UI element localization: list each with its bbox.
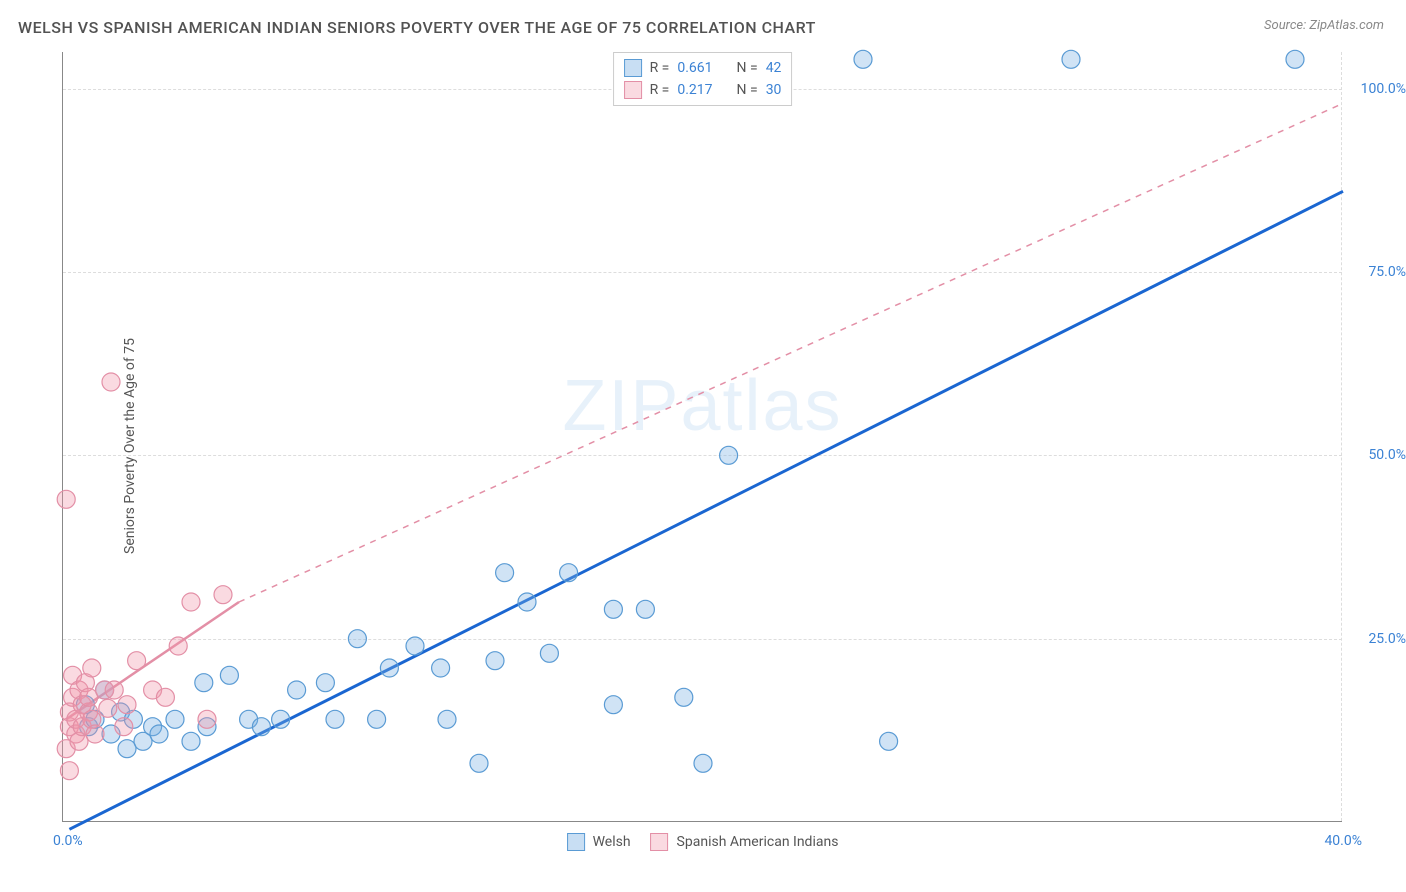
n-label: N = — [737, 60, 758, 76]
data-point — [316, 674, 334, 692]
y-tick-label: 75.0% — [1368, 264, 1406, 280]
data-point — [560, 564, 578, 582]
data-point — [214, 586, 232, 604]
r-value: 0.217 — [677, 82, 712, 98]
legend-stats-row-spanish: R = 0.217 N = 30 — [624, 79, 782, 101]
data-point — [150, 725, 168, 743]
data-point — [368, 710, 386, 728]
data-point — [470, 754, 488, 772]
data-point — [156, 688, 174, 706]
data-point — [694, 754, 712, 772]
source-attribution: Source: ZipAtlas.com — [1264, 18, 1384, 33]
y-tick-label: 100.0% — [1361, 81, 1406, 97]
trendline-dash-spanish-american-indians — [239, 103, 1343, 602]
data-point — [182, 593, 200, 611]
x-tick-max: 40.0% — [1324, 833, 1362, 849]
plot-area: ZIPatlas R = 0.661 N = 42 R = 0.217 N = … — [62, 52, 1342, 822]
legend-stats-row-welsh: R = 0.661 N = 42 — [624, 57, 782, 79]
legend-series: Welsh Spanish American Indians — [567, 833, 839, 851]
data-point — [1286, 50, 1304, 68]
data-point — [636, 600, 654, 618]
n-label: N = — [737, 82, 758, 98]
r-label: R = — [650, 82, 670, 98]
legend-item-welsh: Welsh — [567, 833, 631, 851]
data-point — [348, 630, 366, 648]
data-point — [57, 490, 75, 508]
data-point — [406, 637, 424, 655]
swatch-pink — [624, 81, 642, 99]
data-point — [272, 710, 290, 728]
data-point — [182, 732, 200, 750]
chart-container: WELSH VS SPANISH AMERICAN INDIAN SENIORS… — [0, 0, 1406, 892]
data-point — [675, 688, 693, 706]
data-point — [438, 710, 456, 728]
r-value: 0.661 — [677, 60, 712, 76]
data-point — [195, 674, 213, 692]
data-point — [83, 659, 101, 677]
y-tick-label: 50.0% — [1368, 447, 1406, 463]
data-point — [604, 600, 622, 618]
data-point — [720, 446, 738, 464]
data-point — [105, 681, 123, 699]
data-point — [99, 699, 117, 717]
plot-svg — [63, 52, 1342, 821]
legend-stats: R = 0.661 N = 42 R = 0.217 N = 30 — [613, 52, 793, 106]
data-point — [220, 666, 238, 684]
data-point — [486, 652, 504, 670]
data-point — [166, 710, 184, 728]
chart-title: WELSH VS SPANISH AMERICAN INDIAN SENIORS… — [18, 18, 816, 37]
data-point — [540, 644, 558, 662]
data-point — [496, 564, 514, 582]
r-label: R = — [650, 60, 670, 76]
data-point — [288, 681, 306, 699]
swatch-blue — [624, 59, 642, 77]
legend-item-spanish: Spanish American Indians — [651, 833, 839, 851]
data-point — [518, 593, 536, 611]
data-point — [1062, 50, 1080, 68]
data-point — [80, 688, 98, 706]
data-point — [86, 725, 104, 743]
data-point — [326, 710, 344, 728]
y-tick-label: 25.0% — [1368, 631, 1406, 647]
legend-label: Spanish American Indians — [677, 834, 839, 850]
data-point — [252, 718, 270, 736]
data-point — [880, 732, 898, 750]
data-point — [198, 710, 216, 728]
x-tick-min: 0.0% — [53, 833, 83, 849]
data-point — [118, 740, 136, 758]
data-point — [128, 652, 146, 670]
legend-label: Welsh — [593, 834, 631, 850]
n-value: 42 — [766, 60, 782, 76]
data-point — [854, 50, 872, 68]
data-point — [380, 659, 398, 677]
data-point — [118, 696, 136, 714]
data-point — [432, 659, 450, 677]
data-point — [60, 762, 78, 780]
swatch-pink — [651, 833, 669, 851]
swatch-blue — [567, 833, 585, 851]
data-point — [102, 373, 120, 391]
n-value: 30 — [766, 82, 782, 98]
data-point — [169, 637, 187, 655]
data-point — [604, 696, 622, 714]
data-point — [115, 718, 133, 736]
